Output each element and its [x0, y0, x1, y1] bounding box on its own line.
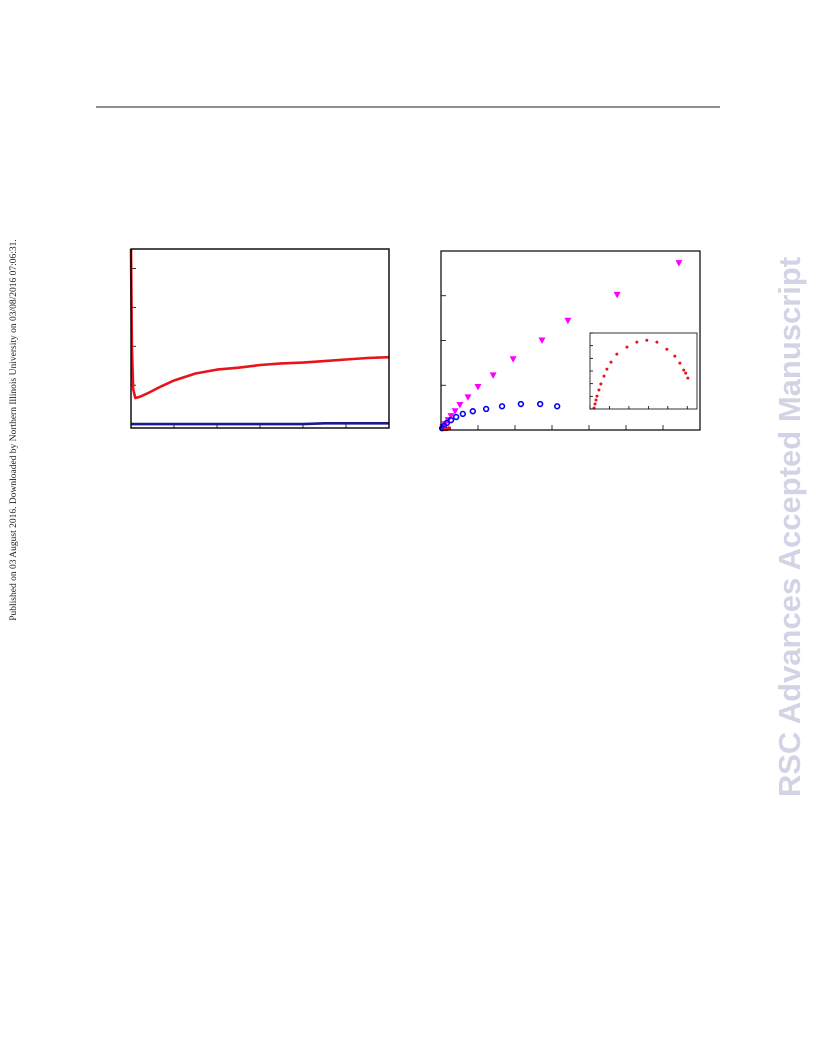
point	[451, 408, 459, 415]
point	[482, 405, 490, 413]
watermark: RSC Advances Accepted Manuscript	[772, 257, 807, 797]
point	[599, 382, 603, 386]
point	[456, 401, 464, 409]
point	[564, 317, 572, 325]
point	[489, 372, 497, 379]
point	[625, 345, 629, 349]
point	[665, 347, 669, 351]
point	[645, 338, 649, 342]
plot-frame	[589, 332, 698, 410]
point	[517, 400, 525, 408]
point	[595, 394, 599, 398]
point	[684, 371, 688, 375]
point	[498, 403, 506, 410]
point	[597, 388, 601, 392]
inset-background	[590, 333, 697, 409]
point	[509, 356, 517, 363]
point	[474, 384, 482, 391]
point	[673, 354, 677, 358]
point	[615, 352, 619, 356]
point	[675, 260, 683, 267]
point	[553, 403, 561, 410]
point	[686, 376, 690, 380]
point	[594, 398, 598, 402]
point	[655, 340, 659, 344]
point	[682, 368, 686, 372]
point	[536, 400, 544, 408]
side-note: Published on 03 August 2016. Downloaded …	[9, 239, 19, 621]
point	[609, 360, 613, 364]
point	[452, 413, 460, 421]
point	[635, 340, 639, 344]
point	[447, 413, 455, 420]
plot-frame	[440, 250, 701, 431]
point	[459, 410, 467, 418]
line-series	[129, 248, 390, 400]
point	[593, 402, 597, 406]
point	[605, 367, 609, 371]
point	[602, 374, 606, 378]
point	[613, 291, 621, 299]
point	[538, 337, 546, 344]
plot-frame	[130, 248, 390, 429]
point	[464, 394, 472, 401]
point	[469, 408, 477, 415]
point	[678, 361, 682, 365]
line-series	[131, 422, 389, 426]
